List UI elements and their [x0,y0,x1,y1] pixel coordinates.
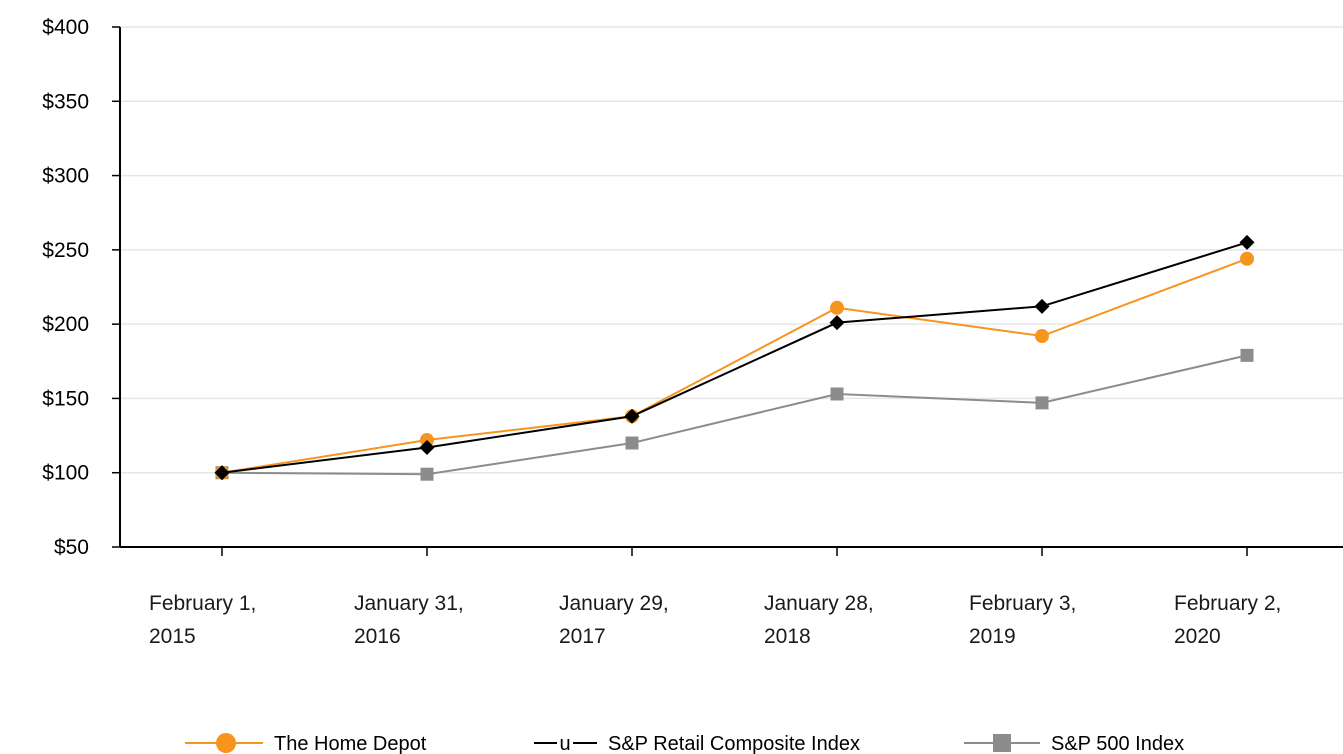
y-tick-label: $150 [42,387,89,410]
data-point [1239,234,1255,250]
data-point [419,439,435,455]
data-point [1035,329,1049,344]
series-lines [214,234,1255,481]
legend-item: u S&P Retail Composite Index [534,731,860,754]
axes [119,27,1343,548]
legend-item: The Home Depot [185,733,427,754]
x-tick-label: 2020 [1174,625,1221,648]
series-line [221,354,1248,476]
legend-label: S&P 500 Index [1051,733,1184,754]
y-tick-label: $250 [42,239,89,262]
legend-marker [993,734,1011,752]
data-point [829,315,845,331]
y-ticks: $50 $100 $150 $200 $250 $300 $350 $400 [42,16,120,559]
gridlines [120,26,1343,474]
x-tick-label: February 1, [149,592,256,615]
x-tick-label: February 2, [1174,592,1281,615]
y-tick-label: $300 [42,165,89,188]
series-diamond [214,234,1255,481]
x-tick-label: February 3, [969,592,1076,615]
data-point [1035,396,1049,410]
data-point [420,467,434,481]
x-tick-label: January 31, [354,592,464,615]
legend-glyph-bg [557,731,573,751]
x-tick-label: 2016 [354,625,401,648]
x-tick-label: 2019 [969,625,1016,648]
legend-glyph: u [559,733,570,754]
y-tick-label: $200 [42,313,89,336]
series-line [221,257,1248,474]
y-tick-label: $50 [54,536,89,559]
x-tick-label: January 29, [559,592,669,615]
y-tick-label: $400 [42,16,89,39]
series-circle [215,251,1254,480]
data-point [830,387,844,401]
x-tick-label: January 28, [764,592,874,615]
legend: The Home Depot u S&P Retail Composite Inde… [185,731,1184,754]
series-line [221,241,1248,474]
legend-item: S&P 500 Index [964,733,1184,754]
x-tick-label: 2017 [559,625,606,648]
data-point [624,408,640,424]
y-tick-label: $100 [42,462,89,485]
legend-label: S&P Retail Composite Index [608,733,860,754]
data-point [1240,348,1254,362]
data-point [1034,298,1050,314]
data-point [830,300,844,315]
data-point [214,465,230,481]
legend-label: The Home Depot [274,733,427,754]
x-tick-label: 2015 [149,625,196,648]
data-point [1240,251,1254,266]
x-tick-label: 2018 [764,625,811,648]
x-ticks: February 1, 2015 January 31, 2016 January 29… [149,547,1281,648]
legend-marker [216,733,236,753]
y-tick-label: $350 [42,90,89,113]
data-point [625,436,639,450]
